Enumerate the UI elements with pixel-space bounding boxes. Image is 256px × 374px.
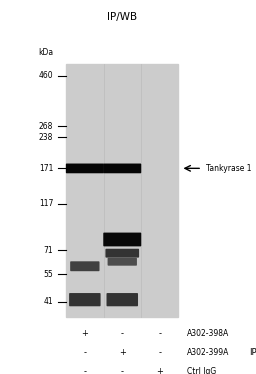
FancyBboxPatch shape	[66, 163, 104, 173]
Text: Tankyrase 1: Tankyrase 1	[206, 164, 252, 173]
Text: -: -	[121, 329, 124, 338]
Text: 55: 55	[44, 270, 53, 279]
Text: -: -	[121, 367, 124, 374]
Text: +: +	[156, 367, 163, 374]
Text: +: +	[81, 329, 88, 338]
Text: A302-399A: A302-399A	[187, 348, 229, 357]
Text: kDa: kDa	[38, 48, 53, 58]
Text: Ctrl IgG: Ctrl IgG	[187, 367, 216, 374]
Text: -: -	[83, 348, 86, 357]
Text: A302-398A: A302-398A	[187, 329, 229, 338]
Text: -: -	[83, 367, 86, 374]
Text: IP: IP	[250, 348, 256, 357]
Text: 117: 117	[39, 199, 53, 208]
Text: 268: 268	[39, 122, 53, 131]
FancyBboxPatch shape	[70, 261, 100, 271]
Text: +: +	[119, 348, 126, 357]
Text: 238: 238	[39, 133, 53, 142]
Text: -: -	[158, 329, 161, 338]
Bar	[66, 64, 178, 316]
Text: 71: 71	[44, 246, 53, 255]
FancyBboxPatch shape	[105, 249, 139, 258]
Text: -: -	[158, 348, 161, 357]
FancyBboxPatch shape	[108, 258, 137, 266]
Text: 171: 171	[39, 164, 53, 173]
FancyBboxPatch shape	[103, 163, 141, 173]
Text: 41: 41	[44, 297, 53, 306]
FancyBboxPatch shape	[103, 233, 141, 246]
FancyBboxPatch shape	[106, 293, 138, 306]
Text: 460: 460	[39, 71, 53, 80]
FancyBboxPatch shape	[69, 293, 101, 306]
Text: IP/WB: IP/WB	[107, 12, 137, 22]
